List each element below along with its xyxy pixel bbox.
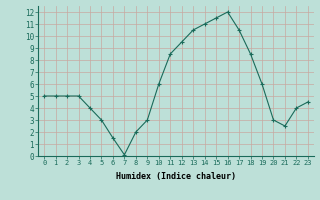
- X-axis label: Humidex (Indice chaleur): Humidex (Indice chaleur): [116, 172, 236, 181]
